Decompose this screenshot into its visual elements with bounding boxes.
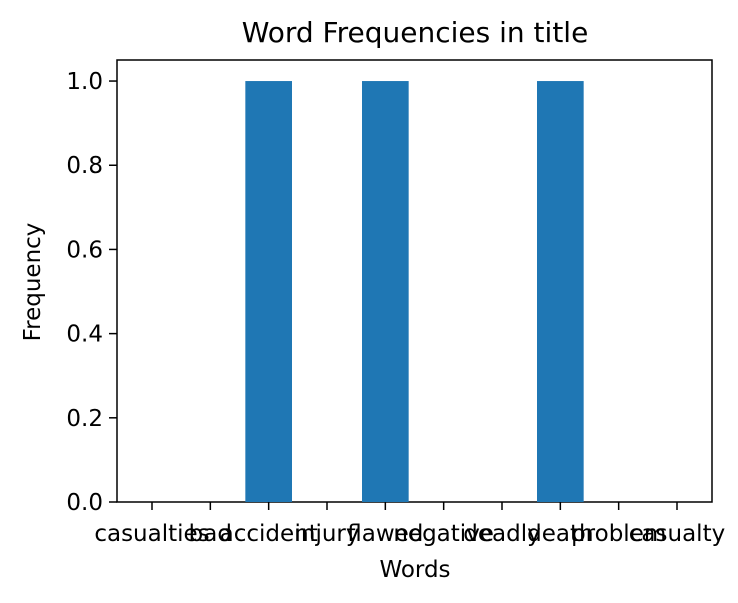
y-tick-label: 0.0 (66, 490, 103, 516)
x-tick-label: problem (571, 521, 666, 547)
y-tick-label: 1.0 (66, 69, 103, 95)
y-tick-label: 0.2 (66, 406, 103, 432)
x-tick-label: injury (294, 521, 359, 547)
bar-death (537, 81, 584, 503)
plot-area (116, 59, 713, 503)
chart-title: Word Frequencies in title (242, 16, 589, 49)
bar-series (245, 81, 584, 503)
x-tick-label: casualty (629, 521, 725, 547)
x-tick-label: bad (189, 521, 232, 547)
x-tick-label: death (527, 521, 593, 547)
x-tick-label: accident (220, 521, 318, 547)
plot-frame (116, 59, 713, 503)
x-tick-label: flawed (347, 521, 423, 547)
x-axis-label: Words (379, 557, 450, 583)
y-axis: 0.0 0.2 0.4 0.6 0.8 1.0 (66, 69, 117, 516)
x-tick-label: casualties (94, 521, 209, 547)
bar-flawed (362, 81, 409, 503)
x-axis: casualtiesbadaccidentinjuryflawednegativ… (94, 502, 725, 547)
y-tick-label: 0.8 (66, 153, 103, 179)
y-tick-label: 0.4 (66, 322, 103, 348)
y-axis-label: Frequency (20, 223, 46, 342)
y-tick-label: 0.6 (66, 237, 103, 263)
bar-accident (245, 81, 292, 503)
x-tick-label: deadly (463, 521, 540, 547)
x-tick-label: negative (393, 521, 494, 547)
